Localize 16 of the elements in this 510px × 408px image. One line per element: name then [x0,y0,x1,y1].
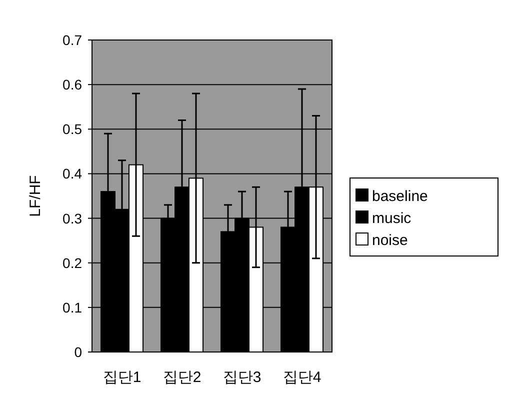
y-tick-label: 0.7 [62,32,82,48]
y-tick-label: 0.4 [62,166,82,182]
legend-label: music [372,210,412,227]
legend-label: noise [372,232,408,249]
y-tick-label: 0.3 [62,210,82,226]
legend-label: baseline [372,188,428,205]
y-tick-label: 0.2 [62,254,82,271]
y-tick-label: 0.6 [62,76,82,93]
y-tick-label: 0.5 [62,121,82,138]
x-tick-label: 집단3 [222,369,262,386]
y-tick-label: 0 [74,344,82,360]
x-tick-label: 집단1 [102,369,142,386]
y-tick-label: 0.1 [62,299,82,316]
x-tick-label: 집단2 [162,369,202,386]
y-axis-title: LF/HF [27,175,44,217]
x-tick-label: 집단4 [282,369,322,386]
